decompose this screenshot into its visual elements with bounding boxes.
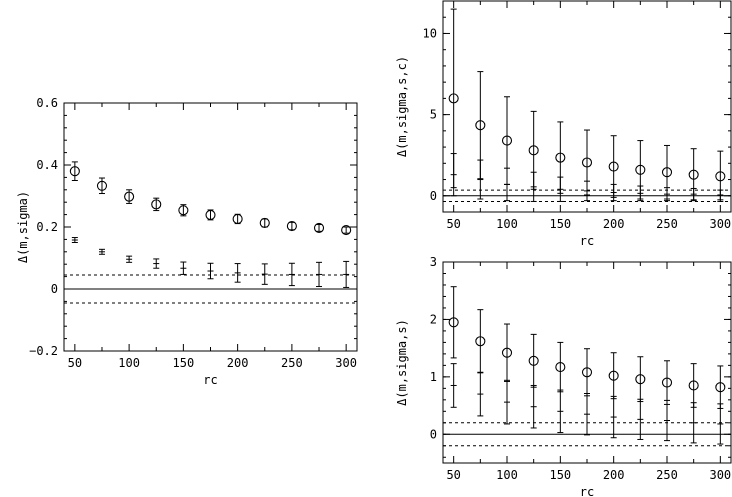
data-point-circle [341,225,352,236]
data-point-circle [313,222,325,233]
y-tick-label: 5 [430,108,437,122]
y-tick-label: 2 [430,312,437,326]
data-point-circle [475,120,486,131]
panel-bottom-right: 50 100 150 200 250 300 0 1 2 3 rc Δ(m,sigma,s) [395,255,732,497]
data-point-circle [715,382,726,393]
data-point-circle [715,171,726,182]
y-tick-label: 10 [423,26,437,40]
y-tick-label: 0 [51,282,58,296]
x-tick-label: 300 [709,468,731,482]
panel-left: 50 100 150 200 250 300 −0.2 0 0.2 0.4 0.6 rc Δ(m,sig… [16,96,358,387]
y-tick-label: 0.6 [36,96,58,110]
x-tick-label: 300 [709,217,731,231]
data-point-circle [286,221,297,232]
data-point-circle [69,166,80,177]
x-axis-label: rc [580,234,594,248]
x-tick-label: 50 [68,356,82,370]
data-point-circle [448,93,459,104]
data-point-circle [661,167,673,178]
data-point-circle [205,209,216,220]
x-tick-label: 200 [603,468,625,482]
x-tick-label: 150 [549,217,571,231]
data-point-circle [501,135,513,146]
x-tick-label: 200 [227,356,249,370]
data-point-circle [581,367,593,378]
x-tick-label: 150 [173,356,195,370]
y-tick-label: 0 [430,189,437,203]
data-point-circle [124,191,135,202]
data-point-circle [555,152,566,163]
y-tick-label: 3 [430,255,437,269]
x-axis-label: rc [203,373,217,387]
data-point-circle [635,374,646,385]
data-point-circle [475,336,486,347]
x-axis-label: rc [580,485,594,497]
y-tick-label: 0 [430,427,437,441]
panel-top-right: 50 100 150 200 250 300 0 5 10 rc Δ(m,sigma,s,c) [395,0,732,248]
x-tick-label: 100 [496,468,518,482]
data-point-circle [178,205,189,216]
x-tick-label: 50 [446,217,460,231]
data-point-circle [448,317,459,328]
data-point-circle [688,380,699,391]
x-tick-label: 50 [446,468,460,482]
y-tick-label: 1 [430,370,437,384]
data-point-circle [688,169,699,180]
x-tick-label: 250 [656,217,678,231]
y-axis-label: Δ(m,sigma,s,c) [395,56,409,157]
data-point-circle [608,161,619,172]
x-tick-label: 200 [603,217,625,231]
data-point-circle [232,213,243,224]
data-point-circle [501,347,513,358]
data-point-circle [555,362,566,373]
x-tick-label: 100 [118,356,140,370]
data-point-circle [608,370,619,381]
y-tick-label: −0.2 [29,344,58,358]
x-tick-label: 250 [656,468,678,482]
data-point-circle [259,217,270,229]
data-point-circle [581,157,593,168]
data-point-circle [528,355,539,366]
data-point-circle [151,199,162,210]
x-tick-label: 300 [335,356,357,370]
x-tick-label: 100 [496,217,518,231]
y-tick-label: 0.4 [36,158,58,172]
y-tick-label: 0.2 [36,220,58,234]
data-point-circle [635,164,646,175]
y-axis-label: Δ(m,sigma,s) [395,319,409,406]
plot-frame [63,102,358,352]
x-tick-label: 150 [549,468,571,482]
data-point-circle [96,180,108,191]
x-tick-label: 250 [281,356,303,370]
y-axis-label: Δ(m,sigma) [16,191,30,263]
data-point-circle [528,145,539,156]
data-point-circle [661,377,673,388]
